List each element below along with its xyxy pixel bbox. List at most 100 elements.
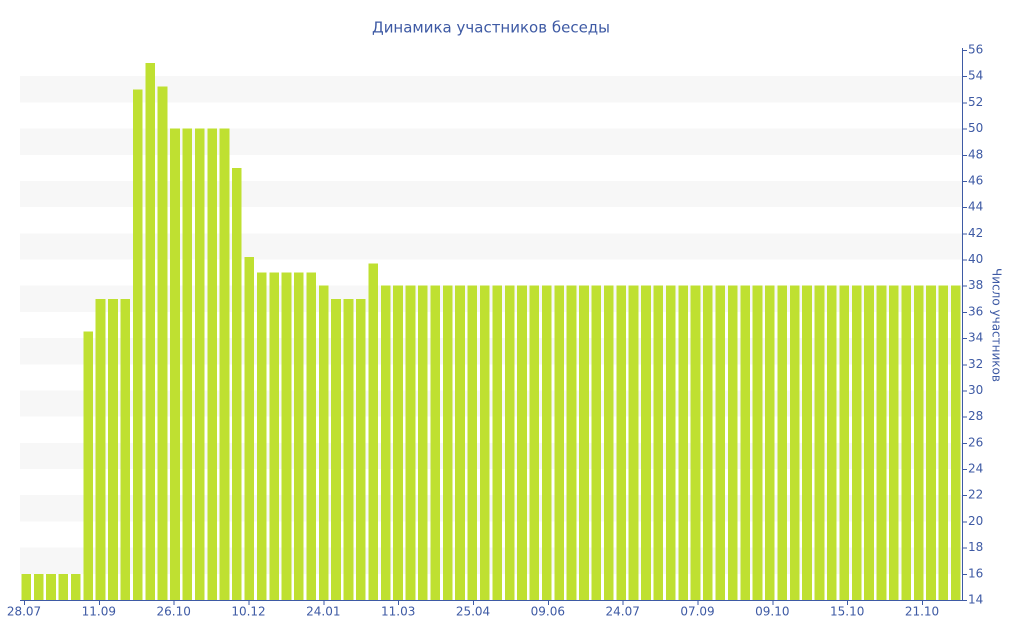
- bar: [715, 285, 726, 600]
- bar: [356, 298, 366, 600]
- bar: [417, 285, 428, 600]
- y-tick-label: 38: [968, 278, 983, 292]
- bar: [244, 256, 255, 600]
- bar: [839, 285, 850, 600]
- bar: [70, 573, 81, 600]
- x-tick-label: 10.12: [231, 605, 265, 619]
- bar: [145, 63, 155, 601]
- bar: [194, 128, 205, 601]
- bar: [901, 285, 912, 600]
- bar: [641, 285, 651, 600]
- bar: [814, 285, 825, 600]
- bar: [405, 285, 416, 600]
- bar: [913, 285, 924, 600]
- bar: [616, 285, 626, 600]
- y-tick-label: 34: [968, 331, 983, 345]
- y-tick-label: 16: [968, 566, 983, 580]
- bar: [665, 285, 676, 600]
- bar: [529, 285, 540, 600]
- x-tick-label: 24.01: [306, 605, 340, 619]
- bar: [232, 167, 242, 600]
- x-tick-label: 09.10: [755, 605, 789, 619]
- y-tick-label: 30: [968, 383, 983, 397]
- bar: [430, 285, 441, 600]
- bar: [479, 285, 490, 600]
- bar: [938, 285, 949, 600]
- bar: [21, 573, 32, 600]
- bar: [752, 285, 763, 600]
- axes-group: [20, 48, 963, 601]
- bar: [690, 285, 701, 600]
- y-tick-label: 54: [968, 69, 983, 83]
- x-tick-label: 26.10: [156, 605, 190, 619]
- bar: [504, 285, 515, 600]
- y-tick-label: 20: [968, 514, 983, 528]
- bar: [789, 285, 800, 600]
- y-tick-label: 28: [968, 409, 983, 423]
- bar: [380, 285, 391, 600]
- y-tick-label: 40: [968, 252, 983, 266]
- bar: [281, 272, 292, 600]
- bar: [653, 285, 664, 600]
- bar: [827, 285, 837, 600]
- bar: [703, 285, 713, 600]
- bar: [120, 298, 131, 600]
- y-tick-label: 52: [968, 95, 983, 109]
- bar: [864, 285, 874, 600]
- bar: [876, 285, 887, 600]
- bar: [331, 298, 341, 600]
- bar: [269, 272, 279, 600]
- bar: [851, 285, 862, 600]
- x-tick-label: 21.10: [905, 605, 939, 619]
- bar: [926, 285, 936, 600]
- bar: [182, 128, 193, 601]
- bar: [591, 285, 602, 600]
- bar: [492, 285, 503, 600]
- bar: [207, 128, 217, 601]
- bar: [318, 285, 329, 600]
- y-tick-label: 48: [968, 147, 983, 161]
- x-ticks-group: 28.07 11.09 26.10 10.12 24.01 11.03 25.04 09.06…: [7, 600, 939, 619]
- bar: [678, 285, 688, 600]
- bar: [603, 285, 614, 600]
- y-tick-label: 56: [968, 43, 983, 57]
- y-tick-label: 24: [968, 462, 983, 476]
- bar: [108, 298, 118, 600]
- x-tick-label: 28.07: [7, 605, 41, 619]
- y-ticks-group: 14 16 18 20 22 24 26 28 30 32 34 36 38 40 42 44 46 48 50 52…: [962, 43, 983, 607]
- bar: [33, 573, 44, 600]
- bar: [579, 285, 589, 600]
- bar: [442, 285, 453, 600]
- bar: [740, 285, 750, 600]
- bar: [888, 285, 899, 600]
- bar: [950, 285, 961, 600]
- bar: [765, 285, 775, 600]
- bar: [517, 285, 527, 600]
- bar: [343, 298, 354, 600]
- bar: [157, 86, 168, 600]
- bar: [393, 285, 403, 600]
- bar: [541, 285, 552, 600]
- y-tick-label: 26: [968, 435, 983, 449]
- x-tick-label: 11.09: [82, 605, 116, 619]
- bar: [132, 89, 143, 601]
- y-tick-label: 14: [968, 593, 983, 607]
- bar: [219, 128, 230, 601]
- y-tick-label: 18: [968, 540, 983, 554]
- bar: [467, 285, 478, 600]
- bar: [46, 573, 56, 600]
- x-tick-label: 25.04: [456, 605, 490, 619]
- y-axis-label: Число участников: [990, 268, 1004, 382]
- bar: [58, 573, 69, 600]
- bar: [83, 331, 94, 600]
- bar: [455, 285, 465, 600]
- y-tick-label: 44: [968, 200, 983, 214]
- y-tick-label: 50: [968, 121, 983, 135]
- bar: [256, 272, 267, 600]
- y-tick-label: 32: [968, 357, 983, 371]
- y-tick-label: 42: [968, 226, 983, 240]
- y-tick-label: 46: [968, 173, 983, 187]
- bar: [170, 128, 180, 601]
